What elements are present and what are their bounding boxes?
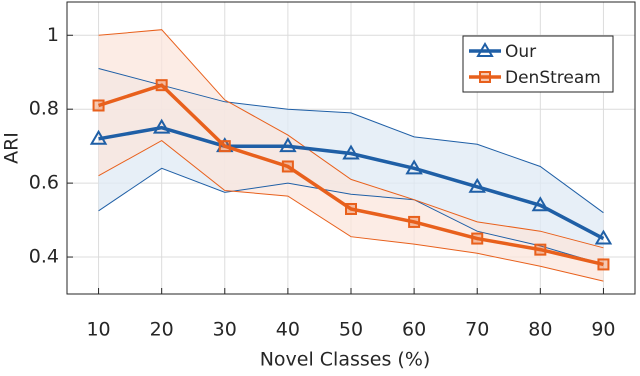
legend-label: DenStream — [505, 68, 601, 88]
band-edge — [98, 140, 604, 282]
x-tick-label: 40 — [276, 319, 300, 341]
legend: Our DenStream — [462, 35, 614, 93]
band-edge — [98, 68, 604, 214]
legend-label: Our — [505, 42, 536, 62]
x-tick-label: 30 — [213, 319, 237, 341]
marker — [479, 71, 491, 83]
marker — [155, 79, 168, 92]
x-tick-label: 70 — [465, 319, 489, 341]
line — [98, 125, 605, 241]
marker — [218, 140, 231, 153]
y-tick-label: 0.6 — [29, 172, 59, 194]
band — [98, 29, 604, 282]
y-tick-label: 1 — [47, 24, 59, 46]
y-tick-label: 0.4 — [29, 246, 59, 268]
marker — [281, 160, 294, 173]
y-tick-label: 0.8 — [29, 98, 59, 120]
x-tick-label: 90 — [591, 319, 615, 341]
marker — [405, 159, 423, 175]
marker — [92, 99, 105, 112]
x-tick-label: 10 — [86, 319, 110, 341]
marker — [597, 258, 610, 271]
band-edge — [98, 29, 604, 249]
x-tick-label: 50 — [339, 319, 363, 341]
marker — [345, 202, 357, 215]
marker — [531, 196, 550, 212]
x-tick-label: 80 — [528, 319, 552, 341]
marker — [342, 144, 360, 160]
marker — [89, 129, 108, 145]
x-tick-label: 20 — [150, 319, 174, 341]
marker — [408, 215, 421, 228]
plot-frame — [66, 1, 636, 295]
marker — [594, 229, 613, 245]
y-axis-label: ARI — [1, 132, 23, 164]
marker — [471, 232, 484, 245]
x-axis-label: Novel Classes (%) — [260, 349, 431, 371]
marker — [476, 42, 494, 57]
marker — [468, 177, 486, 193]
band-edge — [98, 167, 604, 265]
line — [98, 83, 604, 267]
marker — [152, 118, 171, 134]
x-tick-label: 60 — [402, 319, 426, 341]
marker — [534, 243, 547, 256]
marker — [279, 137, 297, 153]
